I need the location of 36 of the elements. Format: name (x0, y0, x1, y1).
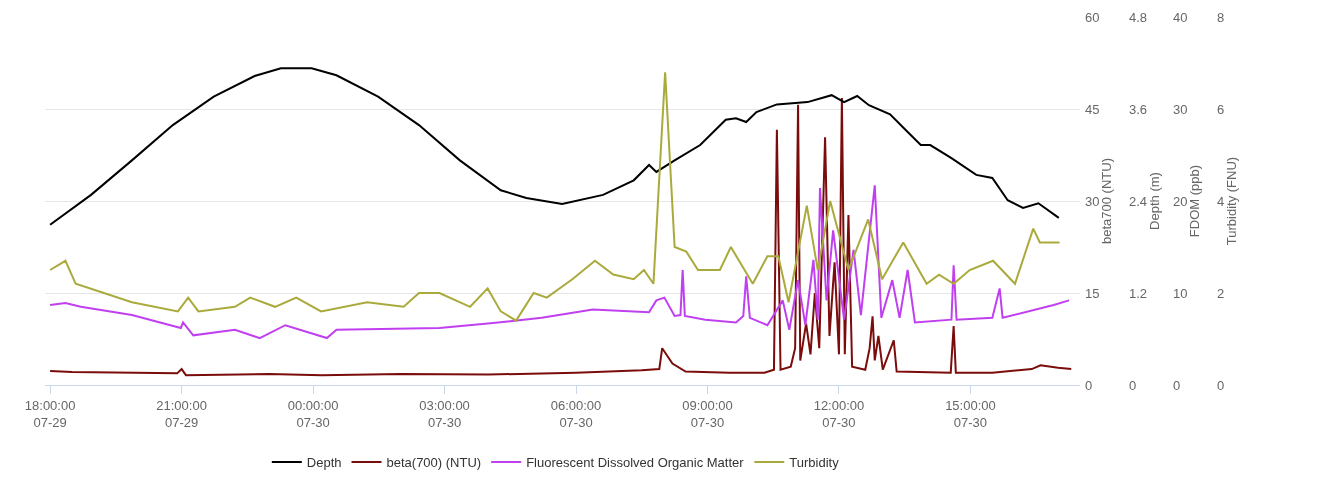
y-tick-label: 2 (1217, 285, 1225, 301)
y-tick-label: 6 (1217, 101, 1225, 117)
y3-axis-title: FDOM (ppb) (1187, 164, 1203, 238)
legend-label: Fluorescent Dissolved Organic Matter (526, 455, 745, 471)
y3-tick-label: 20 (1173, 193, 1188, 209)
y-axis-title: beta700 (NTU) (1099, 158, 1115, 244)
legend-label: Depth (306, 455, 342, 471)
y2-tick-label: 3.6 (1129, 101, 1148, 117)
x-tick-label: 15:00:00 07-30 (945, 397, 996, 430)
legend-label: beta(700) (NTU) (386, 455, 482, 471)
y3-tick-label: 10 (1173, 285, 1188, 301)
y2-tick-label: 2.4 (1129, 193, 1148, 209)
y2-axis-title: Depth (m) (1147, 172, 1163, 230)
y-tick-label: 30 (1085, 193, 1100, 209)
y3-tick-label: 30 (1173, 101, 1188, 117)
y2-tick-label: 4.8 (1129, 9, 1148, 25)
y3-tick-label: 40 (1173, 9, 1188, 25)
y-tick-label: 15 (1085, 285, 1100, 301)
y-tick-label: 4 (1217, 193, 1225, 209)
x-tick-label: 21:00:00 07-29 (156, 397, 207, 430)
x-tick-label: 06:00:00 07-30 (550, 397, 602, 430)
y-tick-label: 8 (1217, 9, 1225, 25)
y2-tick-label: 0 (1129, 377, 1137, 393)
y3-tick-label: 0 (1173, 377, 1181, 393)
x-tick-label: 00:00:00 07-30 (287, 397, 339, 430)
y-axis-title: Turbidity (FNU) (1224, 156, 1240, 246)
y-tick-label: 45 (1085, 101, 1100, 117)
x-tick-label: 09:00:00 07-30 (682, 397, 733, 430)
y-tick-label: 0 (1217, 377, 1225, 393)
x-tick-label: 18:00:00 07-29 (24, 397, 76, 430)
legend-label: Turbidity (789, 455, 840, 471)
y2-tick-label: 1.2 (1129, 285, 1148, 301)
y-tick-label: 60 (1085, 9, 1100, 25)
x-tick-label: 12:00:00 07-30 (813, 397, 865, 430)
x-tick-label: 03:00:00 07-30 (419, 397, 470, 430)
y-tick-label: 0 (1085, 377, 1093, 393)
